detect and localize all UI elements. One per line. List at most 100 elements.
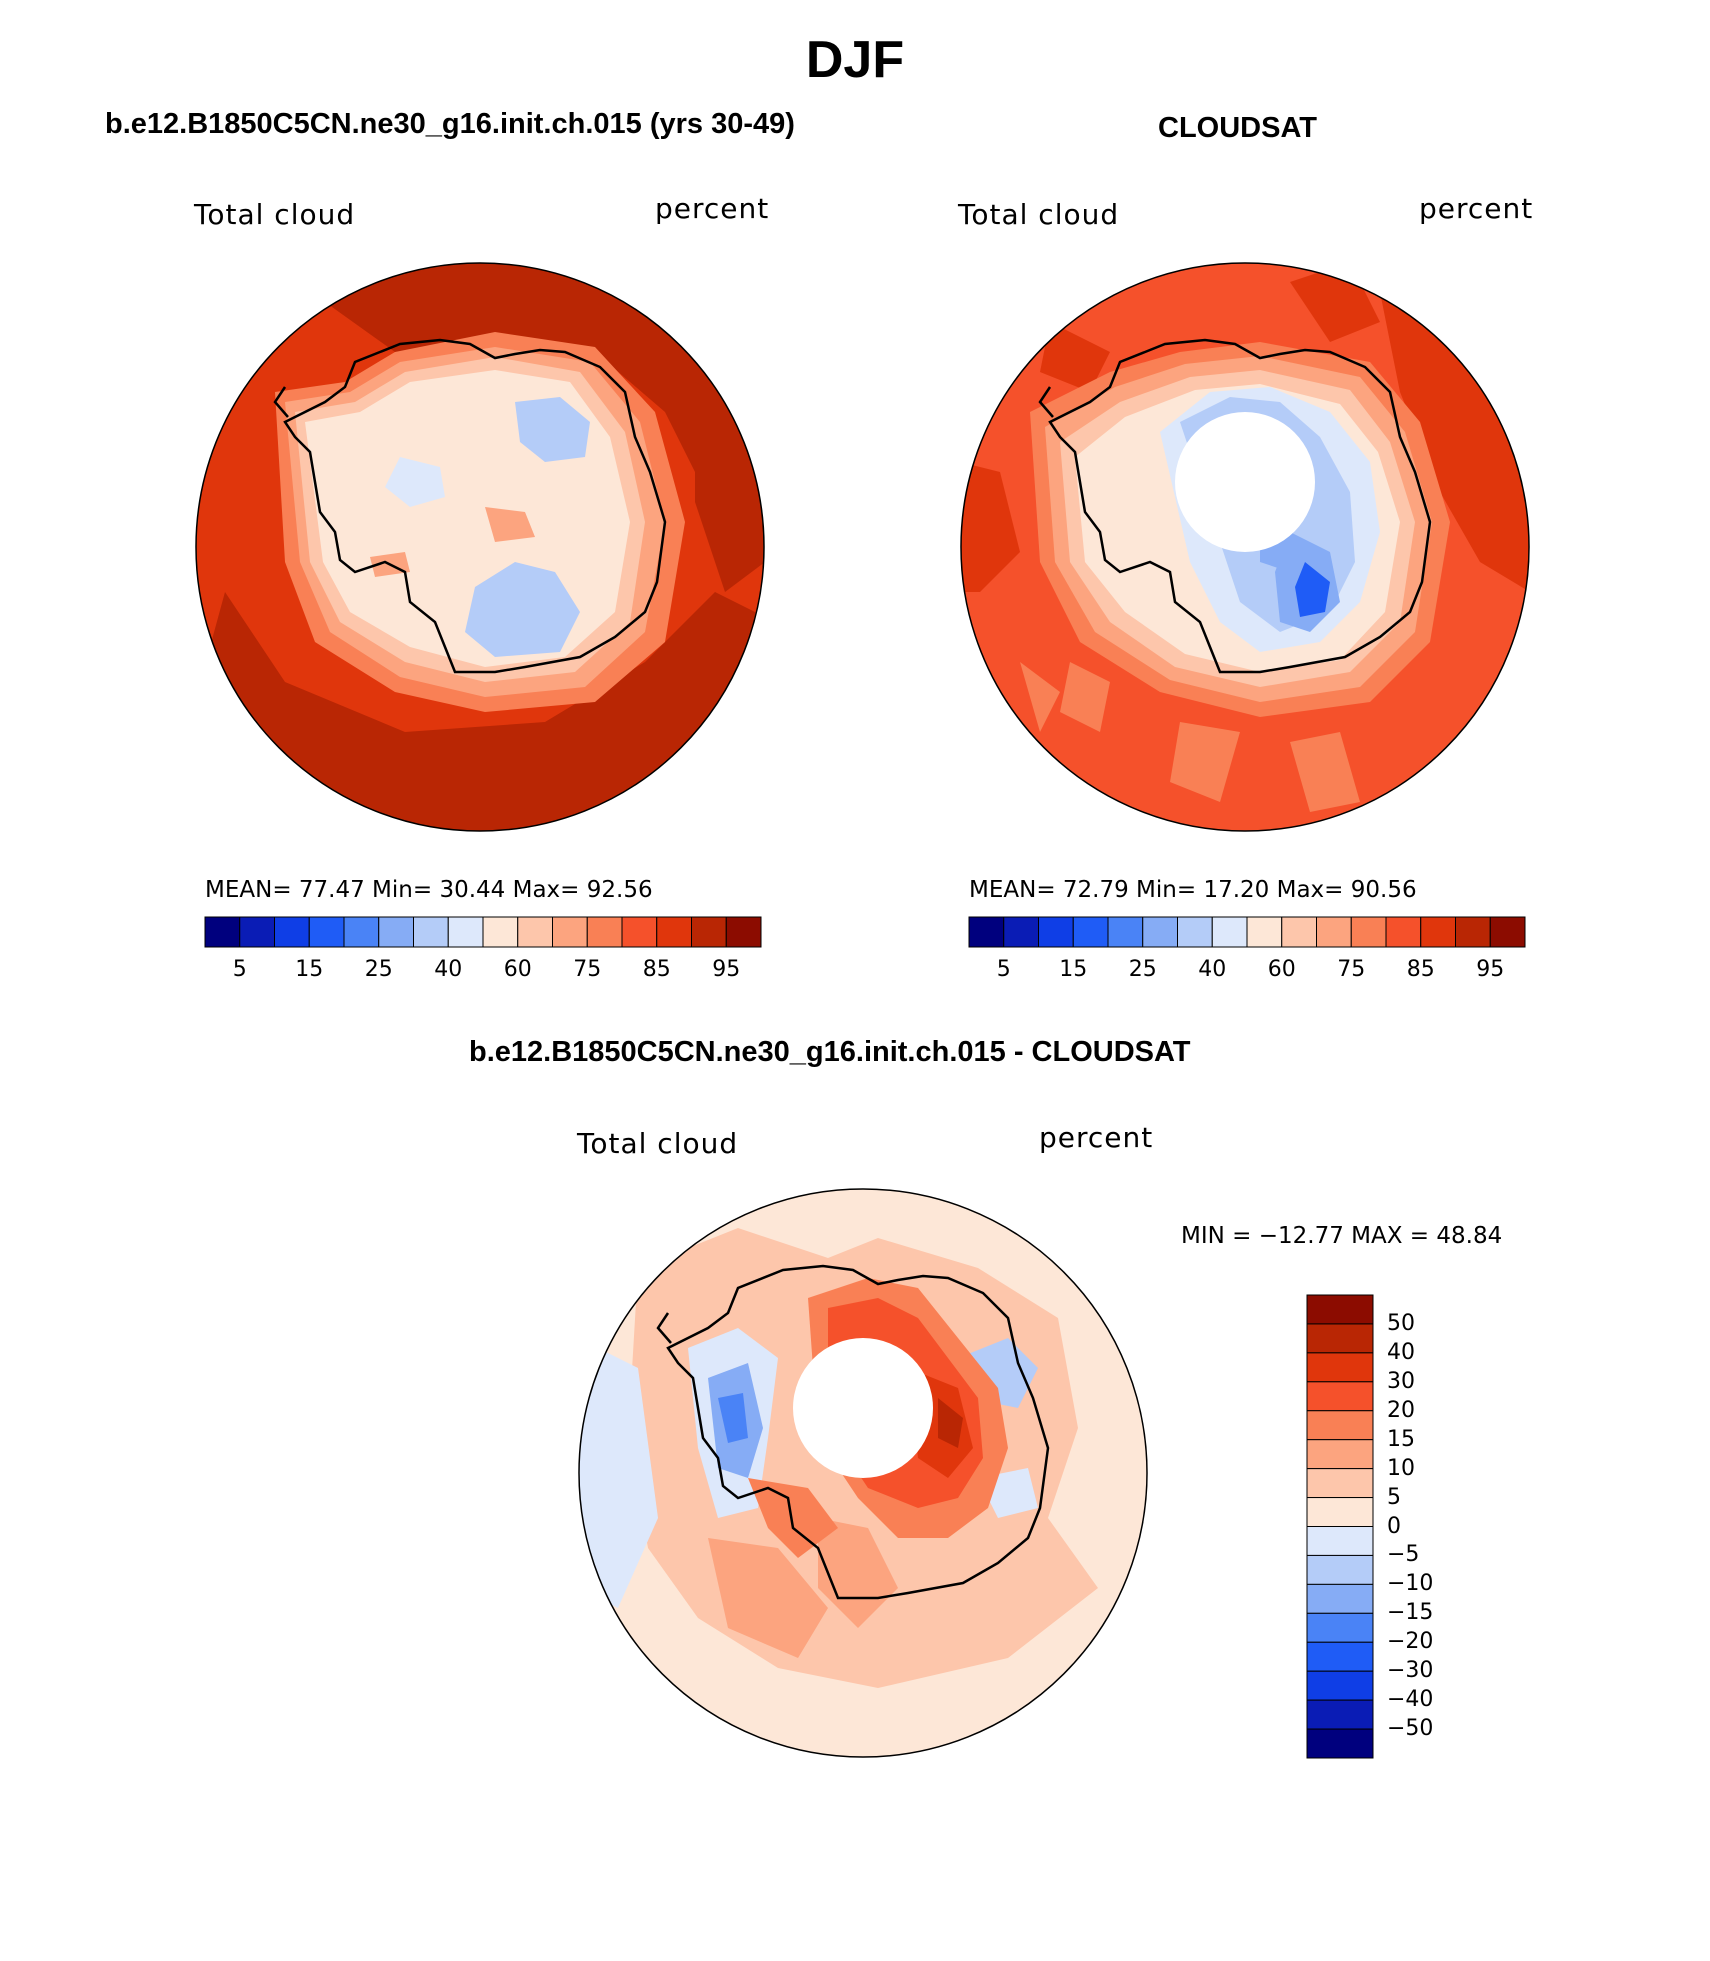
panel2-variable-label: Total cloud (958, 198, 1120, 231)
panel1-units-label: percent (655, 192, 770, 225)
panel3-colorbar (1306, 1294, 1374, 1759)
colorbar-tick-label: 20 (1387, 1397, 1415, 1423)
colorbar-swatch (1306, 1699, 1374, 1730)
colorbar-swatch (413, 916, 449, 948)
colorbar-swatch (1038, 916, 1074, 948)
colorbar-swatch (1350, 916, 1387, 948)
colorbar-swatch (308, 916, 345, 948)
colorbar-swatch (1306, 1554, 1374, 1585)
colorbar-tick-label: −10 (1387, 1571, 1434, 1597)
panel2-polar-map (960, 262, 1530, 832)
colorbar-tick-label: 50 (1387, 1310, 1415, 1336)
colorbar-swatch (517, 916, 553, 948)
colorbar-swatch (1306, 1670, 1374, 1701)
colorbar-swatch (1306, 1352, 1374, 1383)
panel3-polar-map (578, 1188, 1148, 1758)
colorbar-tick-label: 85 (1406, 957, 1435, 982)
colorbar-tick-label: 15 (295, 957, 324, 982)
colorbar-swatch (204, 916, 241, 948)
colorbar-swatch (1142, 916, 1178, 948)
colorbar-swatch (1455, 916, 1491, 948)
colorbar-tick-label: 60 (1267, 957, 1296, 982)
colorbar-tick-label: 10 (1387, 1455, 1415, 1481)
colorbar-swatch (1306, 1439, 1374, 1470)
colorbar-swatch (1281, 916, 1317, 948)
colorbar-swatch (656, 916, 692, 948)
panel1-title: b.e12.B1850C5CN.ne30_g16.init.ch.015 (yr… (105, 108, 795, 140)
panel2-units-label: percent (1419, 192, 1534, 225)
colorbar-swatch (1306, 1294, 1374, 1325)
colorbar-tick-label: −40 (1387, 1687, 1434, 1713)
colorbar-swatch (1246, 916, 1283, 948)
colorbar-swatch (1306, 1526, 1374, 1556)
colorbar-tick-label: 75 (1337, 957, 1366, 982)
colorbar-tick-label: 95 (712, 957, 741, 982)
panel3-missing-pole (793, 1338, 933, 1478)
colorbar-swatch (343, 916, 380, 948)
colorbar-swatch (1003, 916, 1039, 948)
colorbar-swatch (1072, 916, 1109, 948)
panel3-variable-label: Total cloud (577, 1127, 739, 1160)
panel2-title: CLOUDSAT (1158, 112, 1317, 144)
colorbar-swatch (1385, 916, 1422, 948)
colorbar-swatch (1107, 916, 1144, 948)
panel1-stats: MEAN= 77.47 Min= 30.44 Max= 92.56 (205, 877, 653, 903)
colorbar-swatch (1306, 1612, 1374, 1643)
colorbar-swatch (239, 916, 275, 948)
colorbar-tick-label: 5 (1387, 1484, 1401, 1510)
colorbar-tick-label: 5 (996, 957, 1011, 982)
colorbar-tick-label: 75 (573, 957, 602, 982)
colorbar-tick-label: −20 (1387, 1629, 1434, 1655)
panel1-polar-map (195, 262, 765, 832)
colorbar-swatch (1306, 1381, 1374, 1412)
colorbar-swatch (621, 916, 658, 948)
colorbar-tick-label: 40 (434, 957, 463, 982)
colorbar-swatch (1306, 1410, 1374, 1441)
colorbar-swatch (1211, 916, 1248, 948)
colorbar-tick-label: 25 (364, 957, 393, 982)
colorbar-swatch (1306, 1641, 1374, 1672)
colorbar-swatch (1316, 916, 1352, 948)
colorbar-swatch (725, 916, 762, 948)
colorbar-swatch (1306, 1497, 1374, 1527)
colorbar-swatch (1177, 916, 1213, 948)
colorbar-tick-label: −30 (1387, 1658, 1434, 1684)
colorbar-tick-label: 30 (1387, 1368, 1415, 1394)
panel3-title: b.e12.B1850C5CN.ne30_g16.init.ch.015 - C… (469, 1036, 1191, 1068)
colorbar-swatch (1306, 1583, 1374, 1614)
panel2-missing-pole (1175, 412, 1315, 552)
colorbar-tick-label: −50 (1387, 1716, 1434, 1742)
colorbar-tick-label: −15 (1387, 1600, 1434, 1626)
colorbar-swatch (378, 916, 414, 948)
panel2-stats: MEAN= 72.79 Min= 17.20 Max= 90.56 (969, 877, 1417, 903)
colorbar-swatch (552, 916, 588, 948)
figure-title: DJF (805, 31, 905, 89)
colorbar-swatch (586, 916, 623, 948)
colorbar-swatch (1489, 916, 1526, 948)
colorbar-swatch (482, 916, 519, 948)
colorbar-tick-label: 0 (1387, 1513, 1401, 1539)
colorbar-tick-label: 15 (1387, 1426, 1415, 1452)
colorbar-tick-label: 85 (642, 957, 671, 982)
colorbar-tick-label: 95 (1476, 957, 1505, 982)
colorbar-swatch (1306, 1323, 1374, 1354)
colorbar-tick-label: −5 (1387, 1542, 1420, 1568)
panel3-stats: MIN = −12.77 MAX = 48.84 (1181, 1223, 1503, 1249)
panel1-variable-label: Total cloud (194, 198, 356, 231)
colorbar-swatch (447, 916, 484, 948)
colorbar-tick-label: 15 (1059, 957, 1088, 982)
colorbar-swatch (1420, 916, 1456, 948)
panel2-colorbar (968, 916, 1526, 948)
colorbar-swatch (1306, 1468, 1374, 1499)
colorbar-tick-label: 40 (1198, 957, 1227, 982)
colorbar-swatch (1306, 1728, 1374, 1759)
colorbar-tick-label: 25 (1128, 957, 1157, 982)
colorbar-swatch (691, 916, 727, 948)
colorbar-swatch (968, 916, 1005, 948)
colorbar-tick-label: 5 (232, 957, 247, 982)
panel1-colorbar (204, 916, 762, 948)
colorbar-tick-label: 40 (1387, 1339, 1415, 1365)
panel3-units-label: percent (1039, 1121, 1154, 1154)
colorbar-swatch (274, 916, 310, 948)
colorbar-tick-label: 60 (503, 957, 532, 982)
